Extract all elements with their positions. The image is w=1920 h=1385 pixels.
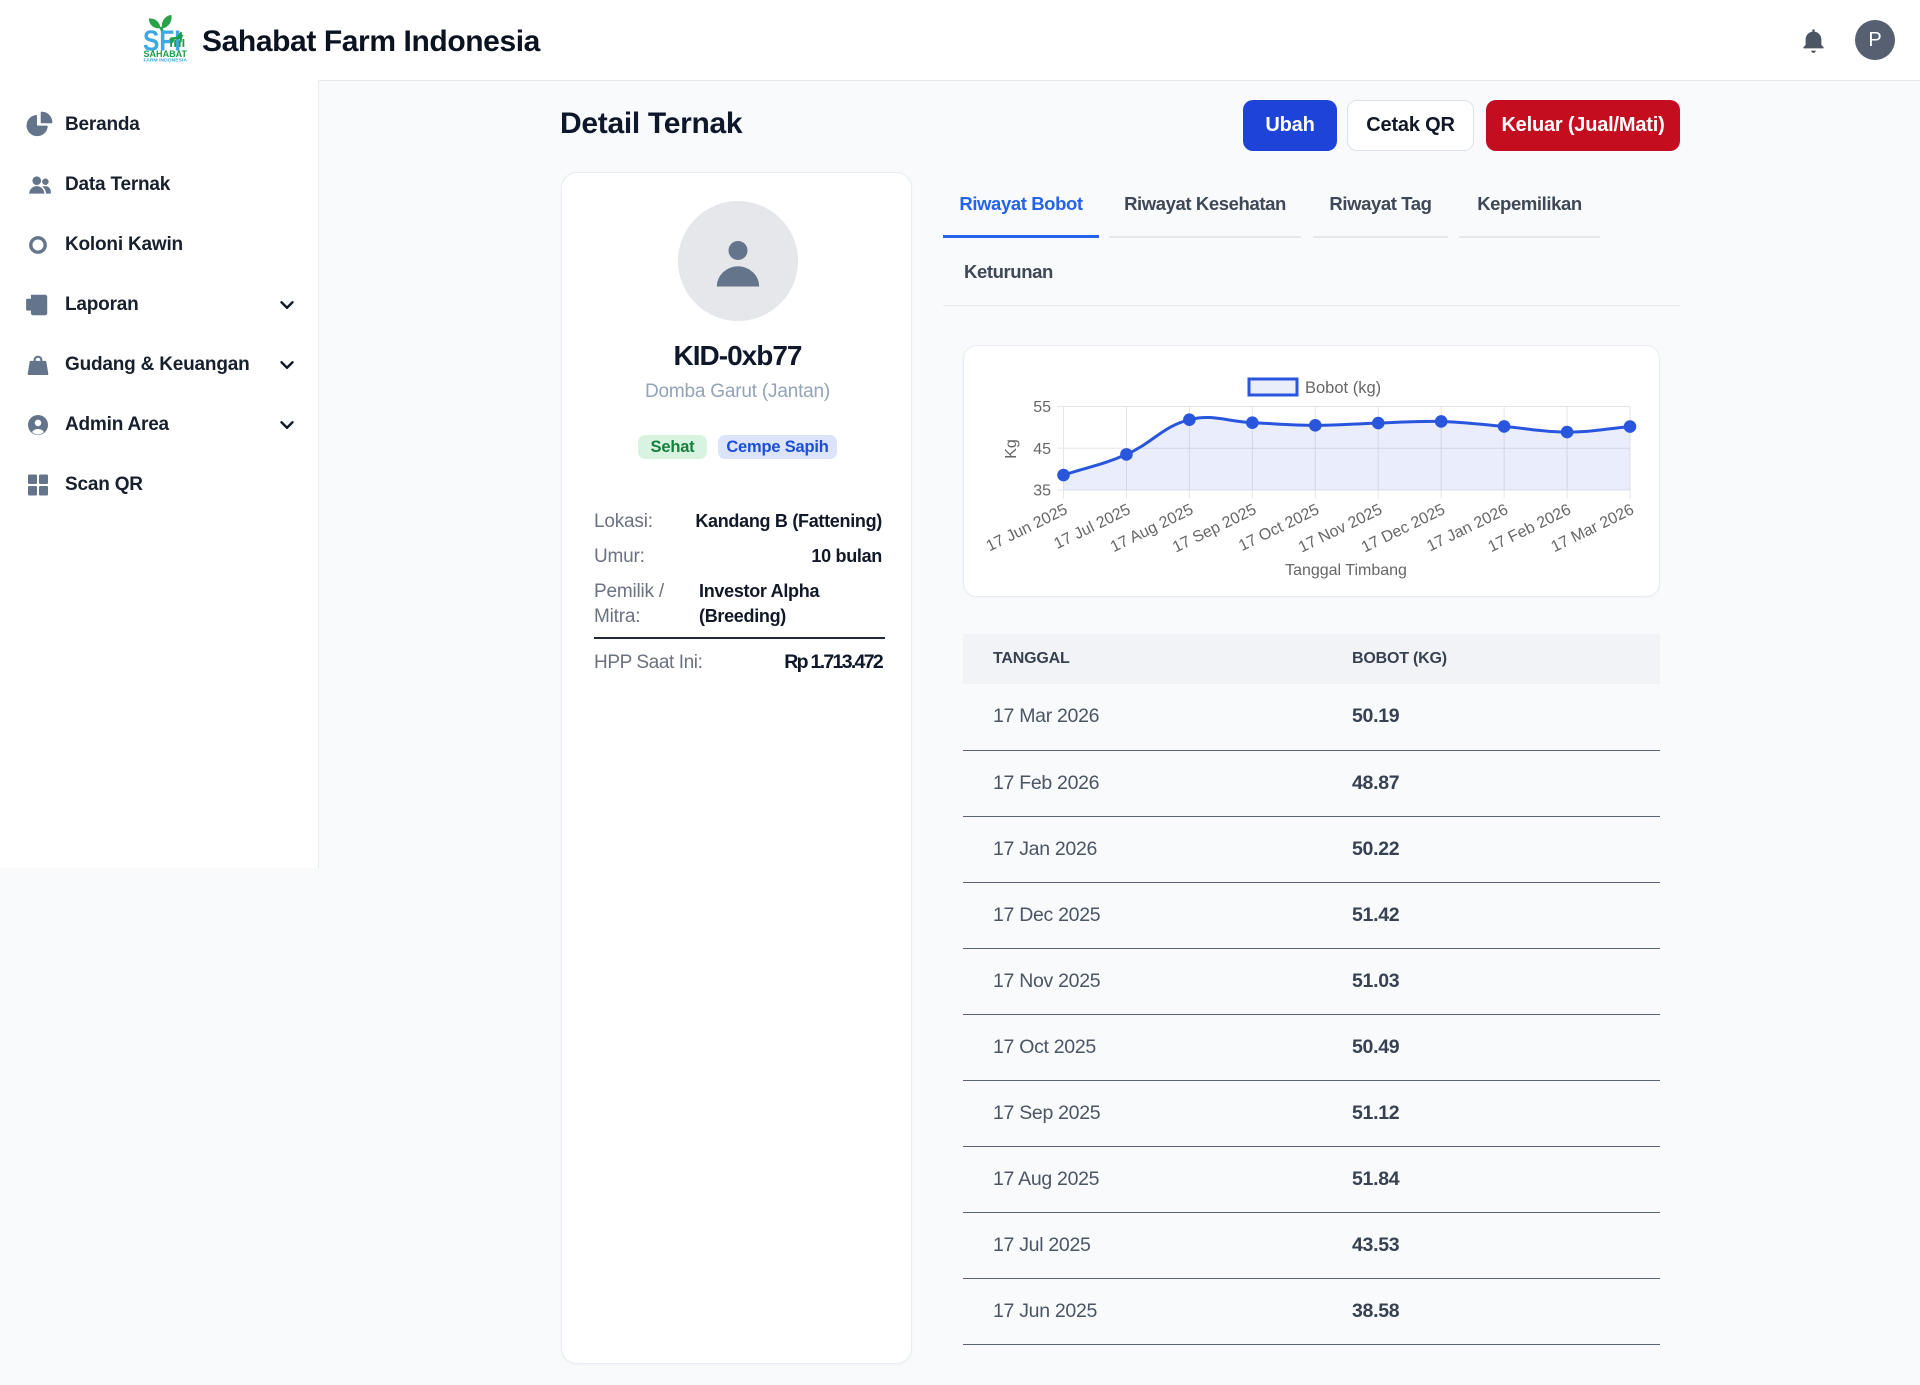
svg-text:Bobot (kg): Bobot (kg) [1305, 379, 1381, 397]
svg-text:FARM INDONESIA: FARM INDONESIA [144, 58, 188, 63]
svg-text:Kg: Kg [1003, 439, 1020, 459]
svg-text:Tanggal Timbang: Tanggal Timbang [1285, 562, 1407, 579]
svg-text:45: 45 [1033, 441, 1051, 458]
svg-text:55: 55 [1033, 399, 1051, 416]
svg-text:35: 35 [1033, 483, 1051, 500]
svg-text:SAHABAT: SAHABAT [144, 49, 188, 60]
